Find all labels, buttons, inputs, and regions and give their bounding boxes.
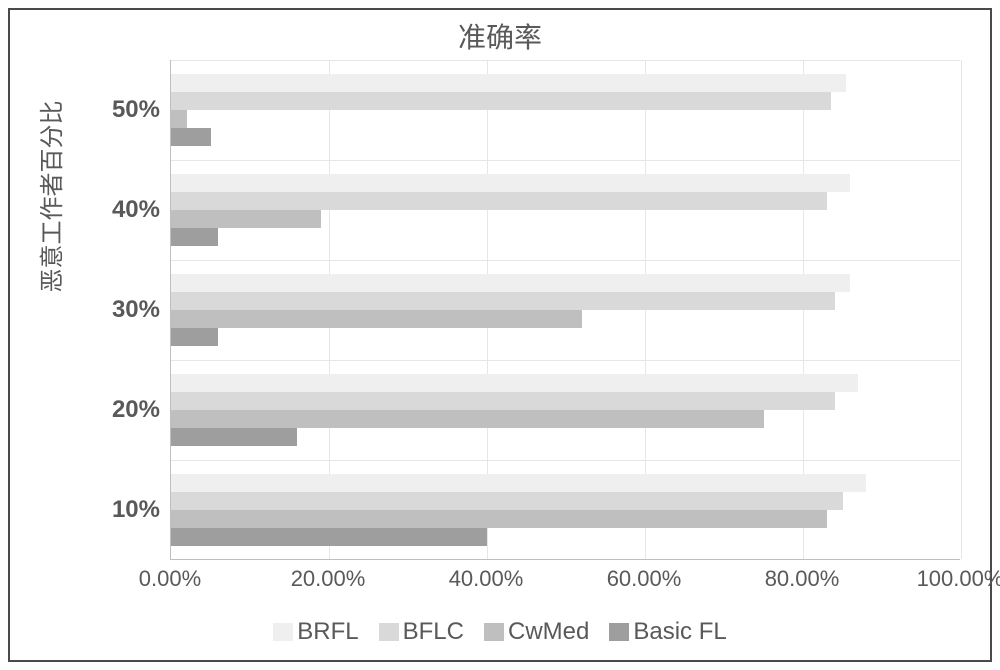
bar-brfl (171, 374, 858, 392)
legend-swatch (484, 623, 504, 641)
x-tick-label: 0.00% (139, 566, 201, 592)
y-axis-label: 恶意工作者百分比 (32, 101, 67, 293)
legend-item-cwmed: CwMed (484, 618, 589, 646)
legend-label: Basic FL (633, 618, 726, 645)
bar-brfl (171, 474, 866, 492)
bar-brfl (171, 74, 846, 92)
bar-basic-fl (171, 528, 487, 546)
legend-label: BRFL (297, 618, 358, 645)
x-tick-label: 100.00% (917, 566, 1000, 592)
bar-bflc (171, 192, 827, 210)
legend-item-brfl: BRFL (273, 618, 358, 646)
gridline (961, 60, 962, 559)
bar-cwmed (171, 110, 187, 128)
y-tick-label: 10% (90, 496, 160, 524)
chart-title: 准确率 (10, 16, 990, 56)
bar-basic-fl (171, 228, 218, 246)
bar-basic-fl (171, 428, 297, 446)
legend: BRFL BFLC CwMed Basic FL (10, 618, 990, 646)
x-tick-label: 40.00% (449, 566, 524, 592)
legend-item-basic-fl: Basic FL (609, 618, 726, 646)
plot-area (170, 60, 960, 560)
y-tick-label: 50% (90, 96, 160, 124)
h-gridline (171, 460, 960, 461)
x-tick-label: 60.00% (607, 566, 682, 592)
bar-basic-fl (171, 128, 211, 146)
bar-bflc (171, 92, 831, 110)
bar-basic-fl (171, 328, 218, 346)
chart-frame: 准确率 恶意工作者百分比 BRFL BFLC CwMed Basic FL 0.00%… (8, 8, 992, 662)
h-gridline (171, 260, 960, 261)
x-tick-label: 20.00% (291, 566, 366, 592)
legend-swatch (609, 623, 629, 641)
legend-label: BFLC (403, 618, 464, 645)
bar-bflc (171, 492, 843, 510)
h-gridline (171, 160, 960, 161)
bar-brfl (171, 274, 850, 292)
h-gridline (171, 360, 960, 361)
bar-bflc (171, 292, 835, 310)
legend-item-bflc: BFLC (379, 618, 464, 646)
legend-swatch (273, 623, 293, 641)
bar-cwmed (171, 510, 827, 528)
y-tick-label: 40% (90, 196, 160, 224)
x-tick-label: 80.00% (765, 566, 840, 592)
legend-label: CwMed (508, 618, 589, 645)
bar-cwmed (171, 410, 764, 428)
y-tick-label: 20% (90, 396, 160, 424)
y-tick-label: 30% (90, 296, 160, 324)
bar-cwmed (171, 210, 321, 228)
bar-bflc (171, 392, 835, 410)
legend-swatch (379, 623, 399, 641)
h-gridline (171, 60, 960, 61)
bar-brfl (171, 174, 850, 192)
bar-cwmed (171, 310, 582, 328)
